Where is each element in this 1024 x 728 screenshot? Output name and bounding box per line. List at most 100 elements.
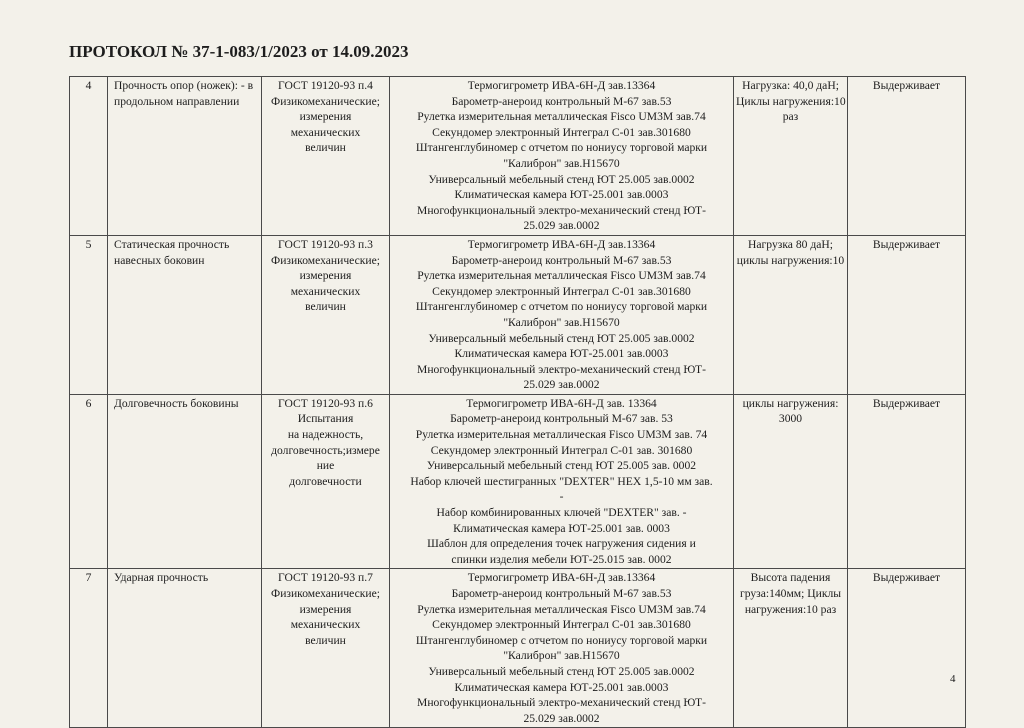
test-name: Статическая прочность навесных боковин — [107, 234, 262, 395]
equipment-list: Термогигрометр ИВА-6Н-Д зав.13364 Баромет… — [389, 568, 734, 728]
equipment-list-line: Универсальный мебельный стенд ЮТ 25.005 … — [426, 459, 697, 473]
table-row: 5 Статическая прочность навесных боковин ГО… — [69, 234, 966, 395]
test-parameters-line: Циклы нагружения:10 — [736, 94, 846, 108]
test-method-line: механических — [290, 125, 361, 139]
equipment-list-line: 25.029 зав.0002 — [523, 219, 600, 233]
equipment-list: Термогигрометр ИВА-6Н-Д зав.13364 Баромет… — [389, 234, 734, 395]
test-name-line: Долговечность боковины — [114, 396, 239, 410]
test-method-line: ГОСТ 19120-93 п.3 — [278, 237, 373, 251]
test-method-line: долговечность;измере — [271, 443, 380, 457]
test-parameters-line: груза:140мм; Циклы — [739, 587, 842, 600]
equipment-list-line: Барометр-анероид контрольный М-67 зав. 5… — [450, 412, 673, 426]
equipment-list-line: Рулетка измерительная металлическая Fisc… — [417, 602, 706, 616]
row-number: 7 — [69, 568, 108, 728]
table-row: 6 Долговечность боковины ГОСТ 19120-93 п.6… — [69, 393, 966, 570]
test-method-line: ние — [316, 459, 335, 473]
equipment-list-line: Барометр-анероид контрольный М-67 зав.53 — [451, 253, 672, 267]
equipment-list-line: Рулетка измерительная металлическая Fisc… — [417, 269, 706, 283]
test-name-line: Ударная прочность — [114, 571, 209, 585]
equipment-list-line: Многофункциональный электро-механический… — [417, 203, 706, 217]
equipment-list-line: Универсальный мебельный стенд ЮТ 25.005 … — [428, 331, 695, 345]
test-parameters-line: Нагрузка: 40,0 даН; — [742, 79, 839, 92]
test-results-table: 4 Прочность опор (ножек): - в продольном н… — [69, 76, 966, 728]
test-parameters-line: 3000 — [778, 412, 803, 426]
equipment-list-line: Барометр-анероид контрольный М-67 зав.53 — [451, 587, 672, 600]
test-method: ГОСТ 19120-93 п.7 Физикомеханические; изме… — [261, 568, 390, 728]
table-row: 7 Ударная прочность ГОСТ 19120-93 п.7 Физик… — [69, 568, 966, 728]
test-parameters: Нагрузка: 40,0 даН; Циклы нагружения:10 ра… — [733, 76, 848, 236]
test-method: ГОСТ 19120-93 п.4 Физикомеханические; изме… — [261, 76, 390, 236]
test-method-line: ГОСТ 19120-93 п.7 — [278, 571, 373, 585]
test-method-line: долговечности — [289, 474, 362, 488]
test-method-line: измерения — [299, 602, 352, 616]
equipment-list-line: Универсальный мебельный стенд ЮТ 25.005 … — [428, 172, 695, 186]
equipment-list-line: Секундомер электронный Интеграл С-01 зав… — [432, 125, 691, 139]
equipment-list-line: 25.029 зав.0002 — [523, 378, 600, 392]
test-name-line: Статическая прочность — [114, 237, 230, 251]
equipment-list-line: "Калиброн" зав.Н15670 — [503, 315, 620, 329]
test-method-line: измерения — [299, 269, 352, 283]
test-method-line: ГОСТ 19120-93 п.4 — [278, 79, 373, 92]
equipment-list-line: Штангенглубиномер с отчетом по нониусу т… — [415, 633, 708, 647]
test-parameters: Высота падения груза:140мм; Циклы нагружен… — [733, 568, 848, 728]
equipment-list-line: Барометр-анероид контрольный М-67 зав.53 — [451, 94, 672, 108]
test-method-line: величин — [305, 633, 346, 647]
page-title: ПРОТОКОЛ № 37-1-083/1/2023 от 14.09.2023 — [69, 42, 409, 61]
row-number: 6 — [69, 393, 108, 570]
equipment-list-line: Рулетка измерительная металлическая Fisc… — [417, 110, 706, 124]
equipment-list: Термогигрометр ИВА-6Н-Д зав. 13364 Бароме… — [389, 393, 734, 570]
equipment-list-line: Секундомер электронный Интеграл С-01 зав… — [430, 443, 693, 457]
equipment-list-line: Секундомер электронный Интеграл С-01 зав… — [432, 284, 691, 298]
test-name-line: навесных боковин — [114, 253, 205, 267]
test-method: ГОСТ 19120-93 п.3 Физикомеханические; изме… — [261, 234, 390, 395]
test-method: ГОСТ 19120-93 п.6 Испытания на надежность,… — [261, 393, 390, 570]
test-method-line: механических — [290, 618, 361, 632]
equipment-list-line: "Калиброн" зав.Н15670 — [503, 156, 620, 170]
test-result: Выдерживает — [847, 234, 966, 395]
equipment-list-line: Термогигрометр ИВА-6Н-Д зав.13364 — [467, 571, 656, 585]
test-parameters-line: циклы нагружения: — [742, 396, 839, 410]
equipment-list-line: Климатическая камера ЮТ-25.001 зав. 0003 — [453, 521, 670, 535]
test-method-line: на надежность, — [287, 428, 364, 442]
equipment-list-line: спинки изделия мебели ЮТ-25.015 зав. 000… — [451, 552, 672, 566]
test-result: Выдерживает — [847, 76, 966, 236]
test-method-line: величин — [305, 300, 346, 314]
equipment-list-line: Климатическая камера ЮТ-25.001 зав.0003 — [454, 188, 669, 202]
test-parameters: Нагрузка 80 даН; циклы нагружения:10 — [733, 234, 848, 395]
test-method-line: Физикомеханические; — [271, 587, 380, 600]
test-method-line: механических — [290, 284, 361, 298]
equipment-list-line: Термогигрометр ИВА-6Н-Д зав.13364 — [467, 237, 656, 251]
equipment-list-line: Штангенглубиномер с отчетом по нониусу т… — [415, 141, 708, 155]
equipment-list-line: Многофункциональный электро-механический… — [417, 696, 706, 710]
test-parameters-line: циклы нагружения:10 — [736, 253, 845, 267]
test-method-line: ГОСТ 19120-93 п.6 — [278, 396, 373, 410]
equipment-list-line: "Калиброн" зав.Н15670 — [503, 649, 620, 663]
test-method-line: Физикомеханические; — [271, 253, 380, 267]
test-parameters-line: нагружения:10 раз — [744, 602, 837, 616]
equipment-list-line: Штангенглубиномер с отчетом по нониусу т… — [415, 300, 708, 314]
test-parameters-line: раз — [782, 110, 799, 124]
equipment-list-line: - — [559, 490, 564, 504]
test-parameters-line: Нагрузка 80 даН; — [748, 237, 833, 251]
test-name-line: Прочность опор (ножек): - в — [114, 79, 254, 92]
test-name-line: продольном направлении — [114, 94, 240, 108]
test-method-line: Физикомеханические; — [271, 94, 380, 108]
equipment-list-line: Универсальный мебельный стенд ЮТ 25.005 … — [428, 664, 695, 678]
test-name: Ударная прочность — [107, 568, 262, 728]
test-name: Прочность опор (ножек): - в продольном на… — [107, 76, 262, 236]
equipment-list-line: Набор ключей шестигранных "DEXTER" HEX 1… — [410, 474, 713, 488]
equipment-list-line: Термогигрометр ИВА-6Н-Д зав.13364 — [467, 79, 656, 92]
test-method-line: Испытания — [297, 412, 354, 426]
equipment-list-line: Климатическая камера ЮТ-25.001 зав.0003 — [454, 680, 669, 694]
row-number: 4 — [69, 76, 108, 236]
test-result: Выдерживает — [847, 568, 966, 728]
page-number: 4 — [950, 673, 956, 685]
test-parameters-line: Высота падения — [750, 571, 831, 585]
test-method-line: величин — [305, 141, 346, 155]
table-row: 4 Прочность опор (ножек): - в продольном н… — [69, 76, 966, 236]
test-result: Выдерживает — [847, 393, 966, 570]
test-name: Долговечность боковины — [107, 393, 262, 570]
row-number: 5 — [69, 234, 108, 395]
equipment-list-line: Многофункциональный электро-механический… — [417, 362, 706, 376]
equipment-list: Термогигрометр ИВА-6Н-Д зав.13364 Баромет… — [389, 76, 734, 236]
